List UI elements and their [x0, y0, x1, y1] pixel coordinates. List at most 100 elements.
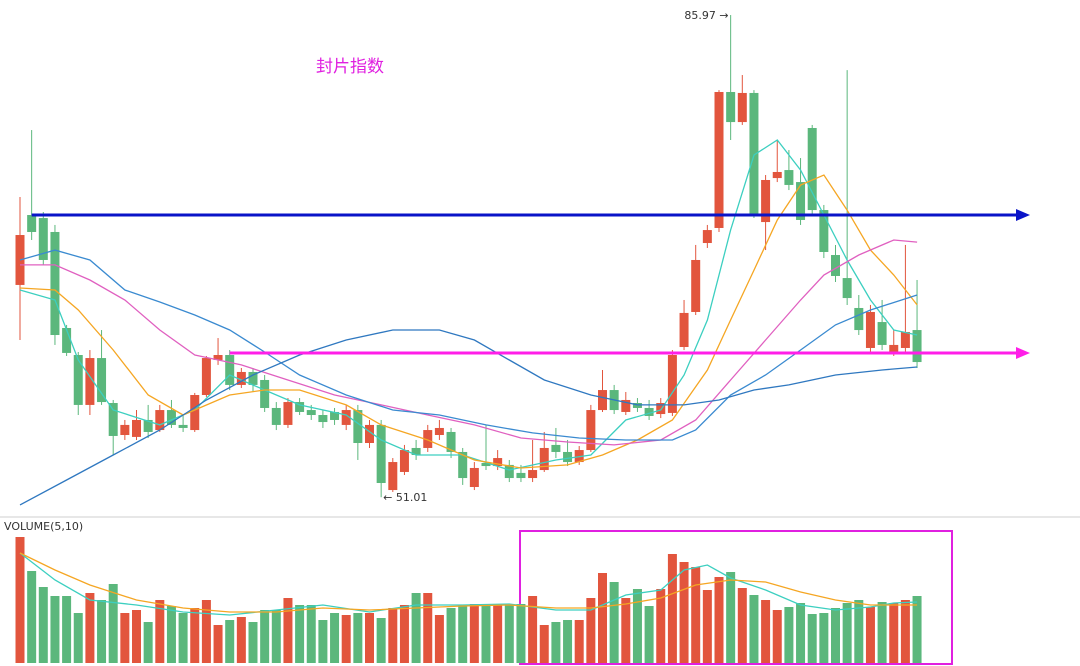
ma-line	[19, 174, 918, 469]
candle-body	[353, 410, 363, 444]
candle-body	[831, 255, 840, 276]
candle-body	[143, 419, 153, 432]
candle-body	[586, 410, 596, 451]
arrow-head	[1016, 209, 1030, 222]
candle-body	[539, 447, 549, 471]
candle-body	[85, 358, 95, 405]
volume-bar	[691, 567, 701, 663]
volume-bar	[819, 613, 829, 663]
candle-body	[842, 278, 852, 299]
volume-bar	[155, 600, 165, 663]
candle-body	[900, 331, 910, 348]
candle-body	[201, 358, 211, 396]
candle-body	[667, 355, 677, 413]
candle-body	[178, 424, 188, 428]
volume-bar	[236, 617, 246, 663]
candle-body	[248, 371, 258, 385]
volume-bar	[772, 610, 782, 663]
volume-bar	[656, 589, 666, 663]
volume-bar	[271, 610, 281, 663]
candle-body	[644, 407, 654, 416]
ma-line	[19, 139, 918, 471]
candle-body	[598, 390, 607, 411]
candle-body	[761, 179, 771, 223]
candle-body	[365, 424, 374, 444]
volume-bar	[551, 622, 561, 663]
candle-body	[318, 415, 328, 423]
candle-body	[889, 344, 899, 353]
candle-body	[458, 451, 468, 479]
candle-body	[62, 327, 72, 353]
candle-body	[772, 171, 782, 179]
volume-bar	[399, 605, 409, 663]
volume-bar	[446, 608, 456, 663]
volume-bar	[598, 573, 607, 663]
volume-bar	[831, 608, 840, 663]
ma-line	[19, 329, 918, 506]
candle-body	[481, 463, 491, 467]
candle-body	[726, 91, 736, 123]
volume-bar	[365, 613, 374, 663]
volume-bar	[679, 562, 689, 663]
candle-body	[434, 427, 444, 436]
volume-bar	[353, 613, 363, 663]
candle-body	[679, 312, 689, 348]
volume-bar	[796, 603, 806, 663]
ma-line	[20, 239, 918, 446]
candle-body	[236, 371, 246, 385]
volume-bar	[225, 620, 235, 663]
volume-bar	[749, 595, 759, 663]
volume-bar	[458, 605, 468, 663]
candle-body	[399, 450, 409, 472]
candle-body	[714, 91, 724, 228]
volume-bar	[423, 593, 433, 663]
candle-body	[656, 403, 666, 415]
candle-body	[295, 402, 305, 412]
candle-body	[108, 403, 118, 436]
volume-bar	[213, 625, 223, 663]
candle-body	[563, 451, 573, 463]
volume-bar	[528, 596, 538, 663]
volume-bar	[108, 584, 118, 663]
volume-bar	[574, 620, 584, 663]
candle-body	[73, 355, 83, 405]
candle-body	[411, 447, 421, 456]
candle-body	[120, 424, 130, 436]
ma-line	[19, 552, 918, 616]
highlight-box	[519, 530, 953, 665]
candle-body	[551, 444, 561, 452]
candle-body	[493, 458, 503, 467]
volume-bar	[341, 615, 351, 663]
candle-body	[190, 395, 200, 431]
volume-bar	[73, 613, 83, 663]
volume-bar	[481, 604, 491, 663]
volume-bar	[27, 571, 37, 663]
candle-body	[691, 259, 701, 312]
volume-bar	[295, 605, 305, 663]
candle-body	[819, 210, 829, 252]
ma-line	[19, 249, 918, 441]
volume-bar	[842, 603, 852, 663]
volume-bar	[900, 600, 910, 663]
candle-body	[166, 410, 176, 425]
candle-body	[260, 379, 270, 408]
ma-line	[19, 552, 918, 613]
volume-bar	[632, 589, 642, 663]
volume-bar	[38, 587, 48, 663]
volume-bar	[97, 600, 107, 663]
candle-body	[854, 307, 864, 331]
volume-bar	[621, 598, 631, 663]
volume-bar	[120, 613, 130, 663]
volume-bar	[539, 625, 549, 663]
volume-bar	[504, 604, 514, 663]
candle-body	[330, 411, 340, 420]
volume-bar	[761, 600, 771, 663]
volume-bar	[15, 537, 25, 663]
volume-bar	[178, 613, 188, 663]
candle-body	[283, 402, 293, 425]
volume-bar	[62, 596, 72, 663]
candle-body	[621, 399, 631, 412]
volume-bar	[201, 600, 211, 663]
candle-body	[784, 170, 794, 185]
